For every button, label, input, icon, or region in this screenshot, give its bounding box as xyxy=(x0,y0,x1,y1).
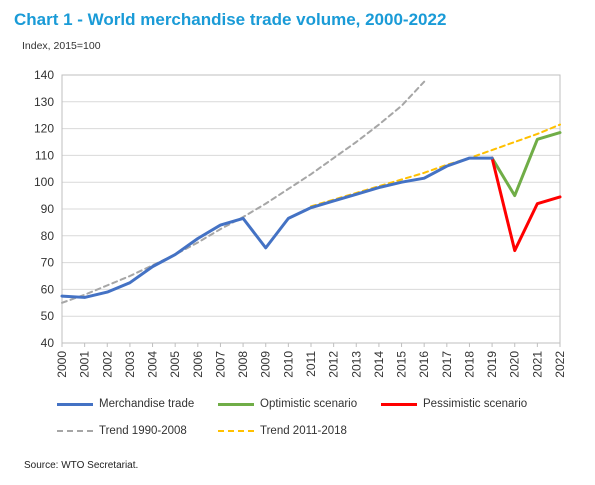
x-tick-label: 2004 xyxy=(146,351,160,378)
y-tick-label: 100 xyxy=(34,175,54,189)
x-tick-label: 2008 xyxy=(236,351,250,378)
y-tick-label: 120 xyxy=(34,122,54,136)
legend-swatch-trend2011 xyxy=(218,430,254,432)
chart-subtitle: Index, 2015=100 xyxy=(22,40,101,52)
x-tick-label: 2017 xyxy=(440,351,454,378)
series-line-pessimistic xyxy=(490,156,562,253)
legend-item-pessimistic: Pessimistic scenario xyxy=(381,398,527,410)
y-tick-label: 40 xyxy=(41,336,55,350)
series-line-trend2011 xyxy=(310,123,561,208)
legend-swatch-merchandise xyxy=(57,402,93,406)
series-line-merchandise xyxy=(60,156,494,299)
chart-title: Chart 1 - World merchandise trade volume… xyxy=(14,10,447,29)
y-tick-label: 110 xyxy=(35,148,54,162)
y-tick-label: 60 xyxy=(41,282,55,296)
legend-swatch-trend1990 xyxy=(57,430,93,432)
x-tick-label: 2003 xyxy=(123,351,137,378)
series-line-trend1990 xyxy=(61,80,426,304)
x-tick-label: 2002 xyxy=(100,351,114,378)
legend-swatch-pessimistic xyxy=(381,402,417,406)
legend-label-trend2011: Trend 2011-2018 xyxy=(260,425,347,437)
legend-swatch-optimistic xyxy=(218,402,254,406)
x-tick-label: 2007 xyxy=(213,351,227,378)
x-tick-label: 2000 xyxy=(55,351,69,378)
x-tick-label: 2013 xyxy=(349,351,363,378)
legend-label-trend1990: Trend 1990-2008 xyxy=(99,425,187,437)
x-tick-label: 2011 xyxy=(304,351,318,377)
legend-label-merchandise: Merchandise trade xyxy=(99,398,195,410)
y-tick-label: 70 xyxy=(41,256,55,270)
legend-item-merchandise: Merchandise trade xyxy=(57,398,194,410)
x-tick-label: 2019 xyxy=(485,351,499,378)
x-tick-label: 2001 xyxy=(78,351,92,378)
legend-item-optimistic: Optimistic scenario xyxy=(218,398,357,410)
legend-label-optimistic: Optimistic scenario xyxy=(260,398,358,410)
x-tick-label: 2020 xyxy=(508,351,522,378)
x-tick-label: 2022 xyxy=(553,351,567,378)
x-tick-label: 2012 xyxy=(327,351,341,378)
x-tick-label: 2006 xyxy=(191,351,205,378)
legend-label-pessimistic: Pessimistic scenario xyxy=(423,398,528,410)
x-tick-label: 2021 xyxy=(530,351,544,378)
y-tick-label: 130 xyxy=(34,95,54,109)
y-tick-label: 80 xyxy=(41,229,55,243)
x-tick-label: 2016 xyxy=(417,351,431,378)
legend-item-trend1990: Trend 1990-2008 xyxy=(57,425,187,437)
x-tick-label: 2015 xyxy=(395,351,409,378)
y-tick-label: 50 xyxy=(41,309,55,323)
source-note: Source: WTO Secretariat. xyxy=(24,460,139,471)
series-line-optimistic xyxy=(490,131,562,198)
x-tick-label: 2010 xyxy=(281,351,295,378)
x-tick-label: 2014 xyxy=(372,351,386,378)
x-tick-label: 2018 xyxy=(462,351,476,378)
legend-item-trend2011: Trend 2011-2018 xyxy=(218,425,347,437)
y-tick-label: 140 xyxy=(34,68,54,82)
x-tick-label: 2005 xyxy=(168,351,182,378)
y-tick-label: 90 xyxy=(41,202,55,216)
x-tick-label: 2009 xyxy=(259,351,273,378)
